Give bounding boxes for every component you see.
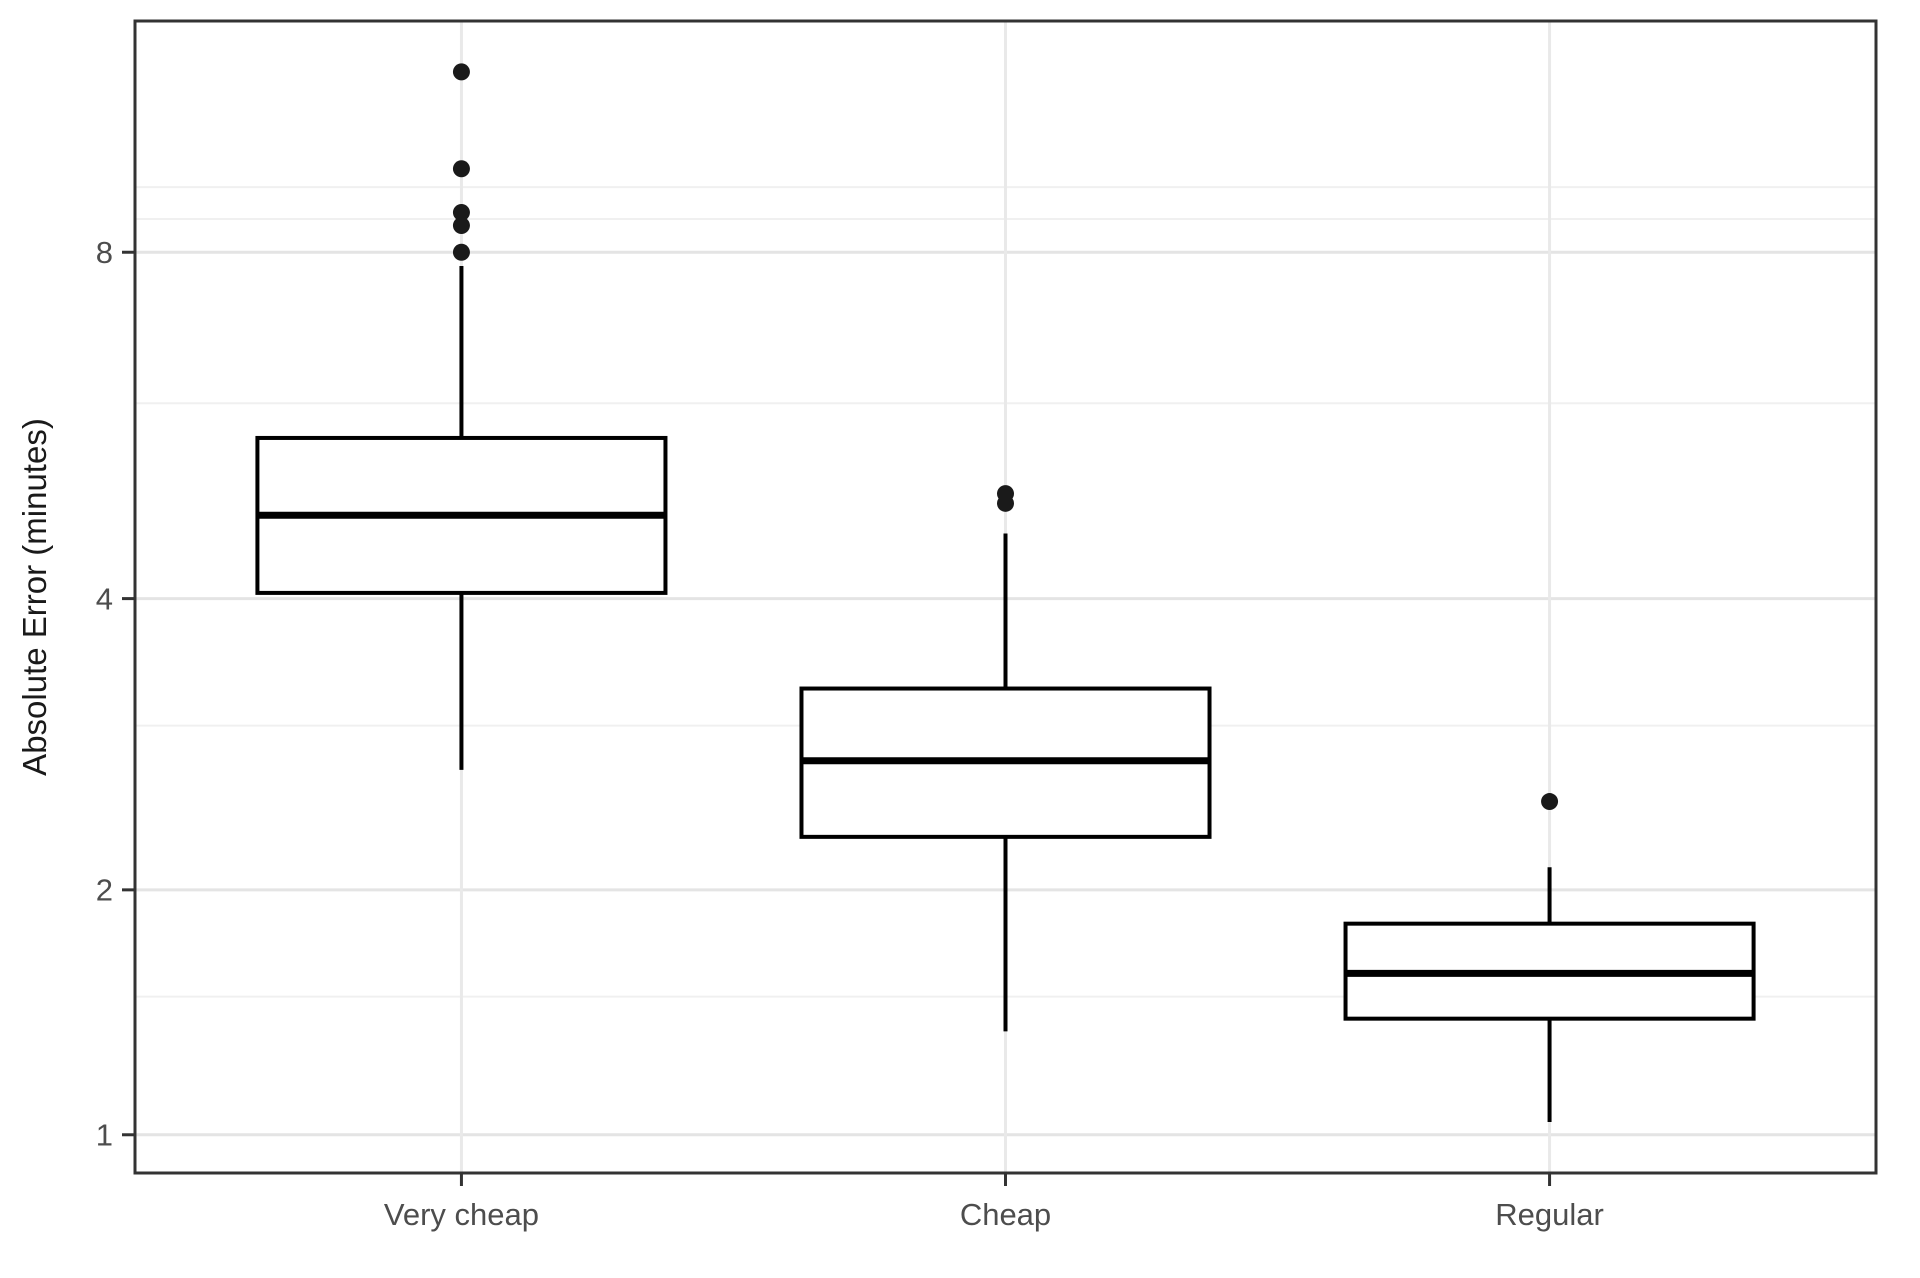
x-axis-category-label: Regular — [1495, 1197, 1604, 1232]
panel-border — [133, 19, 1878, 1175]
outlier-point — [1541, 793, 1559, 811]
boxplot-regular — [1343, 793, 1756, 1123]
outlier-point — [997, 485, 1014, 503]
y-axis-tick-label: 1 — [96, 1118, 113, 1153]
boxplots — [255, 63, 1756, 1123]
outlier-point — [452, 63, 470, 81]
axes: 1 2 4 8 Very cheap Cheap Regular — [96, 235, 1604, 1232]
x-axis-category-label: Very cheap — [384, 1197, 539, 1232]
y-axis-tick-label: 8 — [96, 235, 113, 270]
y-axis-tick-label: 4 — [96, 581, 113, 616]
outlier-point — [452, 160, 470, 178]
outlier-point — [452, 217, 470, 235]
y-axis-tick-label: 2 — [96, 873, 113, 908]
outlier-point — [452, 204, 470, 222]
outlier-point — [452, 243, 470, 261]
x-axis-category-label: Cheap — [960, 1197, 1051, 1232]
boxplot-very-cheap — [255, 63, 668, 770]
boxplot-cheap — [799, 485, 1212, 1032]
y-axis-title: Absolute Error (minutes) — [16, 418, 53, 776]
